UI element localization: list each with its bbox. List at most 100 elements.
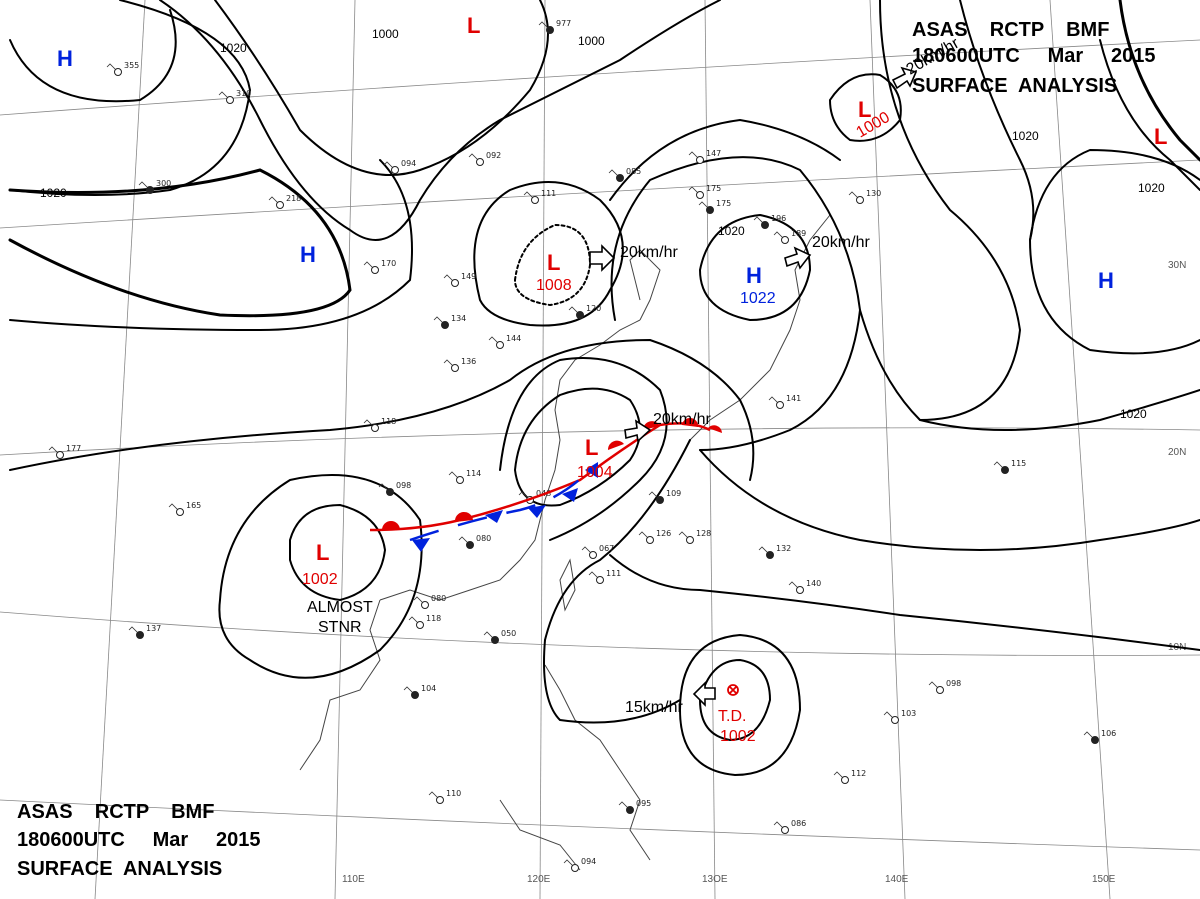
- station-plot: 098: [378, 481, 411, 496]
- isobar: [214, 0, 549, 176]
- motion-arrow-icon: [624, 419, 652, 443]
- header-title: ASAS RCTP BMF: [17, 801, 214, 823]
- station-pressure: 111: [541, 189, 556, 198]
- isobar: [543, 639, 681, 724]
- station-circle-icon: [686, 536, 694, 544]
- lon-line-120e: [539, 0, 546, 899]
- isobar: [699, 213, 812, 322]
- station-pressure: 355: [124, 61, 139, 70]
- high-pressure-value: 1022: [740, 290, 776, 307]
- station-pressure: 115: [1011, 459, 1026, 468]
- isobar: [959, 0, 1035, 241]
- cold-front-triangle: [585, 462, 598, 478]
- station-circle-icon: [781, 826, 789, 834]
- station-pressure: 095: [636, 799, 651, 808]
- isobar-label: 1000: [578, 34, 605, 48]
- station-plot: 300: [138, 179, 171, 194]
- front-line-warm: [369, 422, 711, 532]
- isobars: [8, 0, 1200, 777]
- station-circle-icon: [476, 158, 484, 166]
- isobar: [544, 439, 691, 641]
- station-pressure: 080: [476, 534, 491, 543]
- station-circle-icon: [456, 476, 464, 484]
- isobar: [609, 554, 1200, 651]
- station-plot: 094: [383, 159, 416, 174]
- station-plot: 175: [698, 199, 731, 214]
- station-circle-icon: [1091, 736, 1099, 744]
- station-plot: 111: [588, 569, 621, 584]
- isobar: [289, 503, 387, 602]
- station-plot: 094: [563, 857, 596, 872]
- pressure-systems: H H H 1022 H L L 1008 L 1000 L L 1004 L …: [57, 13, 1167, 588]
- station-pressure: 118: [381, 417, 396, 426]
- isobar-label: 1000: [372, 27, 399, 41]
- high-pressure-center: H: [1098, 268, 1114, 293]
- station-circle-icon: [56, 451, 64, 459]
- isobar: [609, 118, 841, 201]
- station-circle-icon: [491, 636, 499, 644]
- station-circle-icon: [466, 541, 474, 549]
- station-pressure: 144: [506, 334, 521, 343]
- station-pressure: 111: [606, 569, 621, 578]
- station-circle-icon: [841, 776, 849, 784]
- motion-vectors: [589, 66, 918, 707]
- isobar: [1029, 239, 1200, 355]
- motion-arrow-icon: [891, 66, 918, 90]
- low-pressure-center: L: [547, 250, 560, 275]
- lat-line-0: [0, 799, 1200, 851]
- station-circle-icon: [436, 796, 444, 804]
- grid-labels: 110E 120E 13OE 140E 150E 30N 20N 10N: [342, 260, 1186, 885]
- isobar-label: 1020: [40, 186, 67, 200]
- lon-line-110e: [334, 0, 356, 899]
- header-subtitle: SURFACE ANALYSIS: [912, 75, 1117, 97]
- lat-label-20n: 20N: [1168, 447, 1186, 458]
- station-circle-icon: [626, 806, 634, 814]
- warm-front-bump: [454, 511, 473, 522]
- station-plot: 103: [883, 709, 916, 724]
- motion-labels: 20km/hr 20km/hr 20km/hr 15km/hr 20km/hr: [620, 35, 963, 716]
- station-circle-icon: [696, 191, 704, 199]
- high-pressure-center: H: [746, 263, 762, 288]
- warm-front-bump: [708, 425, 722, 433]
- station-plot: 136: [443, 357, 476, 372]
- station-plot: 085: [608, 167, 641, 182]
- station-pressure: 128: [696, 529, 711, 538]
- station-pressure: 175: [716, 199, 731, 208]
- station-circle-icon: [496, 341, 504, 349]
- lon-label-150e: 150E: [1092, 874, 1116, 885]
- station-pressure: 118: [426, 614, 441, 623]
- motion-arrow-icon: [784, 246, 812, 270]
- station-pressure: 120: [586, 304, 601, 313]
- station-pressure: 126: [656, 529, 671, 538]
- low-pressure-value: 1002: [302, 571, 338, 588]
- lon-label-120e: 120E: [527, 874, 551, 885]
- station-circle-icon: [386, 488, 394, 496]
- isobar: [9, 0, 252, 196]
- station-plot: 118: [408, 614, 441, 629]
- station-pressure: 310: [236, 89, 251, 98]
- header-bottom: ASAS RCTP BMF 180600UTC Mar 2015 SURFACE…: [17, 801, 260, 880]
- station-plot: 189: [773, 229, 806, 244]
- lon-line-150e: [1049, 0, 1111, 899]
- station-circle-icon: [176, 508, 184, 516]
- station-circle-icon: [891, 716, 899, 724]
- station-circle-icon: [796, 586, 804, 594]
- station-plot: 106: [1083, 729, 1116, 744]
- lon-label-130e: 13OE: [702, 874, 728, 885]
- station-circle-icon: [576, 311, 584, 319]
- isobar-label: 1020: [1138, 181, 1165, 195]
- station-plot: 130: [848, 189, 881, 204]
- station-pressure: 067: [599, 544, 614, 553]
- station-circle-icon: [114, 68, 122, 76]
- station-circle-icon: [391, 166, 399, 174]
- station-pressure: 092: [486, 151, 501, 160]
- station-pressure: 132: [776, 544, 791, 553]
- station-plot: 092: [468, 151, 501, 166]
- station-circle-icon: [276, 201, 284, 209]
- station-pressure: 098: [946, 679, 961, 688]
- station-circle-icon: [656, 496, 664, 504]
- motion-arrow-icon: [692, 681, 716, 707]
- isobar: [9, 338, 755, 481]
- high-pressure-center: H: [300, 242, 316, 267]
